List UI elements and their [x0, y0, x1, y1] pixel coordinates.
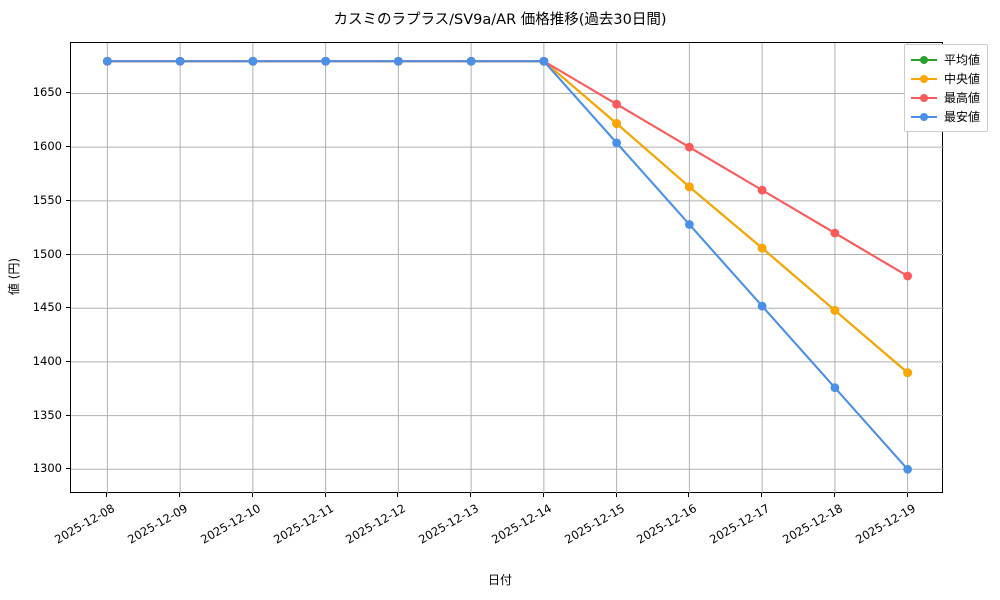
x-tick-mark	[106, 493, 108, 497]
x-tick-mark	[470, 493, 472, 497]
data-point	[612, 99, 622, 109]
legend-label: 中央値	[943, 72, 980, 86]
data-point	[830, 228, 840, 238]
x-tick-label: 2025-12-16	[634, 501, 700, 547]
y-tick-mark	[66, 360, 70, 362]
y-tick-mark	[66, 468, 70, 470]
x-tick-mark	[542, 493, 544, 497]
data-point	[248, 56, 258, 66]
data-point	[830, 305, 840, 315]
y-tick-label: 1300	[32, 461, 62, 476]
x-tick-label: 2025-12-08	[52, 501, 118, 547]
x-tick-label: 2025-12-19	[852, 501, 918, 547]
x-tick-mark	[833, 493, 835, 497]
x-tick-label: 2025-12-10	[197, 501, 263, 547]
data-point	[321, 56, 331, 66]
x-tick-mark	[761, 493, 763, 497]
x-tick-label: 2025-12-18	[779, 501, 845, 547]
series-line-平均値	[106, 60, 909, 374]
data-point	[903, 271, 913, 281]
x-axis-label: 日付	[487, 573, 512, 587]
x-tick-label: 2025-12-13	[416, 501, 482, 547]
y-tick-label: 1600	[32, 139, 62, 154]
y-tick-label: 1550	[32, 192, 62, 207]
plot-area	[70, 42, 944, 494]
data-point	[684, 142, 694, 152]
x-tick-mark	[906, 493, 908, 497]
data-point	[175, 56, 185, 66]
data-point	[466, 56, 476, 66]
y-tick-mark	[66, 307, 70, 309]
data-point	[757, 185, 767, 195]
series-line-中央値	[106, 60, 909, 374]
legend-item-最安値[interactable]: 最安値	[910, 107, 980, 126]
y-tick-mark	[66, 253, 70, 255]
data-point	[612, 138, 622, 148]
legend-label: 最高値	[943, 91, 980, 105]
legend-item-平均値[interactable]: 平均値	[910, 50, 980, 69]
y-tick-label: 1450	[32, 300, 62, 315]
y-tick-mark	[66, 92, 70, 94]
x-tick-label: 2025-12-09	[125, 501, 191, 547]
data-point	[757, 243, 767, 253]
data-point	[612, 119, 622, 128]
plot-svg	[71, 43, 944, 494]
x-tick-mark	[397, 493, 399, 497]
legend-swatch-icon	[910, 72, 937, 86]
data-point	[684, 220, 694, 229]
x-tick-label: 2025-12-11	[270, 501, 336, 547]
chart-title: カスミのラプラス/SV9a/AR 価格推移(過去30日間)	[333, 12, 667, 28]
data-point	[539, 56, 549, 66]
x-tick-label: 2025-12-15	[561, 501, 627, 547]
x-tick-mark	[251, 493, 253, 497]
y-tick-label: 1350	[32, 407, 62, 422]
x-tick-mark	[324, 493, 326, 497]
legend-item-最高値[interactable]: 最高値	[910, 88, 980, 107]
legend-item-中央値[interactable]: 中央値	[910, 69, 980, 88]
data-point	[903, 464, 913, 474]
legend-swatch-icon	[910, 110, 937, 124]
y-tick-label: 1650	[32, 85, 62, 100]
x-tick-mark	[688, 493, 690, 497]
data-point	[102, 56, 112, 66]
x-tick-label: 2025-12-12	[343, 501, 409, 547]
data-point	[393, 56, 403, 66]
data-point	[757, 301, 767, 311]
x-tick-mark	[179, 493, 181, 497]
data-point	[830, 383, 840, 393]
y-tick-label: 1500	[32, 246, 62, 261]
legend-swatch-icon	[910, 53, 937, 67]
x-tick-mark	[615, 493, 617, 497]
legend-label: 最安値	[943, 110, 980, 124]
series-line-最安値	[106, 60, 909, 471]
y-axis-label: 値 (円)	[7, 257, 22, 296]
y-tick-mark	[66, 414, 70, 416]
data-point	[903, 368, 913, 378]
y-tick-mark	[66, 146, 70, 148]
x-tick-label: 2025-12-14	[488, 501, 554, 547]
y-tick-label: 1400	[32, 353, 62, 368]
x-tick-label: 2025-12-17	[707, 501, 773, 547]
legend-label: 平均値	[943, 53, 980, 67]
y-tick-mark	[66, 199, 70, 201]
legend-swatch-icon	[910, 91, 937, 105]
data-point	[684, 182, 694, 192]
chart-legend: 平均値中央値最高値最安値	[903, 44, 988, 132]
